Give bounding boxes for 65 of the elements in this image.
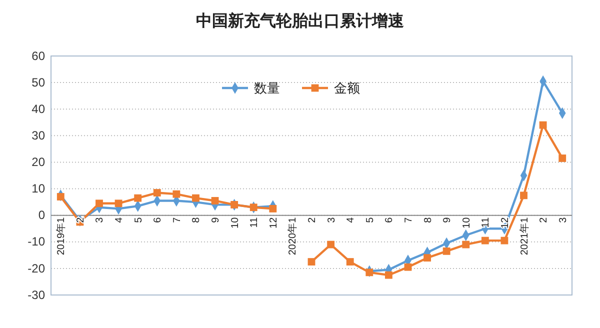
x-tick-label: 4 [114, 216, 126, 223]
x-tick-label: 9 [442, 216, 454, 223]
point [172, 190, 180, 198]
point [462, 240, 470, 248]
x-tick-label: 2 [538, 216, 550, 223]
x-tick-label: 11 [480, 216, 492, 228]
y-tick-label: 30 [32, 128, 46, 143]
y-tick-label: 60 [32, 48, 46, 63]
x-tick-label: 4 [346, 216, 357, 223]
y-tick-label: -10 [28, 234, 46, 249]
x-tick-label: 7 [403, 216, 414, 223]
x-tick-label: 9 [210, 216, 222, 223]
y-tick-label: -20 [28, 261, 46, 276]
y-tick-label: 50 [32, 75, 46, 90]
x-tick-label: 12 [500, 216, 511, 228]
x-tick-label: 5 [364, 216, 376, 223]
x-tick-label: 2 [75, 216, 86, 223]
point [134, 194, 142, 202]
point [520, 192, 528, 200]
point [424, 254, 431, 262]
point [442, 247, 450, 255]
x-tick-label: 7 [172, 216, 183, 223]
x-tick-label: 3 [558, 216, 569, 223]
x-tick-label: 2 [307, 216, 318, 223]
x-tick-label: 6 [152, 216, 164, 223]
point [153, 189, 161, 196]
x-tick-label: 8 [191, 216, 202, 223]
point [500, 236, 508, 244]
point [384, 271, 392, 279]
chart-title: 中国新充气轮胎出口累计增速 [196, 11, 405, 30]
x-tick-label: 10 [230, 216, 241, 228]
x-tick-label: 6 [384, 216, 396, 223]
x-tick-label: 2019年1 [55, 216, 68, 256]
legend-label: 数量 [254, 82, 280, 97]
x-tick-label: 5 [133, 216, 144, 223]
point [211, 197, 219, 204]
x-tick-label: 12 [268, 216, 280, 228]
y-tick-label: -30 [28, 288, 46, 302]
y-tick-label: 0 [38, 208, 46, 222]
legend-label: 金额 [334, 82, 360, 97]
y-tick-label: 20 [32, 155, 46, 170]
x-tick-label: 3 [94, 216, 106, 223]
point [96, 200, 103, 208]
point [539, 121, 547, 129]
point [192, 194, 200, 202]
point [481, 236, 489, 244]
point [404, 263, 412, 271]
point [230, 201, 238, 208]
point [308, 258, 316, 266]
x-tick-label: 8 [422, 216, 434, 223]
x-tick-label: 3 [326, 216, 338, 223]
x-tick-label: 11 [249, 216, 260, 228]
point [346, 258, 354, 266]
point [269, 204, 277, 212]
x-tick-label: 2020年1 [286, 216, 299, 256]
point [56, 193, 64, 200]
x-tick-label: 10 [461, 216, 472, 228]
y-tick-label: 10 [32, 182, 46, 196]
point [327, 240, 335, 248]
x-tick-label: 2021年1 [518, 216, 530, 256]
y-tick-label: 40 [32, 102, 46, 116]
point [250, 204, 258, 212]
point [558, 154, 566, 162]
point [114, 200, 122, 208]
point [366, 268, 374, 276]
